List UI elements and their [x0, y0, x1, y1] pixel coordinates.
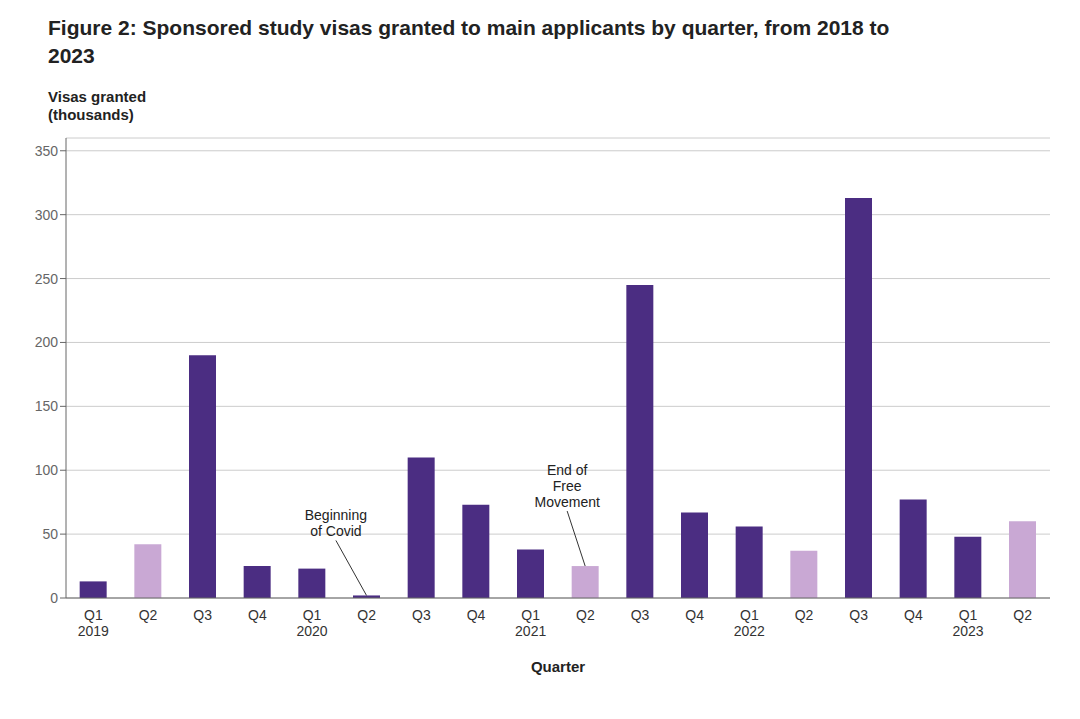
svg-text:Q2: Q2 [1013, 607, 1032, 623]
svg-text:100: 100 [35, 462, 59, 478]
svg-text:Q4: Q4 [904, 607, 923, 623]
html-text:Figure 2: Sponsored study visa: Figure 2: Sponsored study visas granted … [48, 16, 890, 67]
svg-text:Q2: Q2 [139, 607, 158, 623]
svg-text:Quarter: Quarter [531, 658, 585, 675]
svg-text:300: 300 [35, 207, 59, 223]
html-text:Visas granted (thousands): Visas granted (thousands) [48, 88, 147, 123]
svg-text:Q4: Q4 [467, 607, 486, 623]
svg-text:0: 0 [50, 590, 58, 606]
svg-text:Q2: Q2 [357, 607, 376, 623]
svg-text:150: 150 [35, 398, 59, 414]
svg-text:200: 200 [35, 334, 59, 350]
svg-text:Q3: Q3 [631, 607, 650, 623]
svg-text:250: 250 [35, 271, 59, 287]
svg-text:Q3: Q3 [193, 607, 212, 623]
svg-text:Q4: Q4 [685, 607, 704, 623]
svg-text:Q12022: Q12022 [734, 607, 765, 639]
svg-text:50: 50 [42, 526, 58, 542]
svg-text:Q3: Q3 [849, 607, 868, 623]
svg-text:Q12019: Q12019 [78, 607, 109, 639]
svg-text:Beginningof Covid: Beginningof Covid [305, 507, 367, 539]
svg-text:End ofFreeMovement: End ofFreeMovement [534, 462, 599, 510]
svg-text:Q2: Q2 [576, 607, 595, 623]
svg-text:Q12020: Q12020 [296, 607, 327, 639]
svg-text:Q3: Q3 [412, 607, 431, 623]
svg-text:Q4: Q4 [248, 607, 267, 623]
svg-text:Q12021: Q12021 [515, 607, 546, 639]
svg-text:Q12023: Q12023 [952, 607, 983, 639]
svg-text:Q2: Q2 [795, 607, 814, 623]
svg-text:350: 350 [35, 143, 59, 159]
